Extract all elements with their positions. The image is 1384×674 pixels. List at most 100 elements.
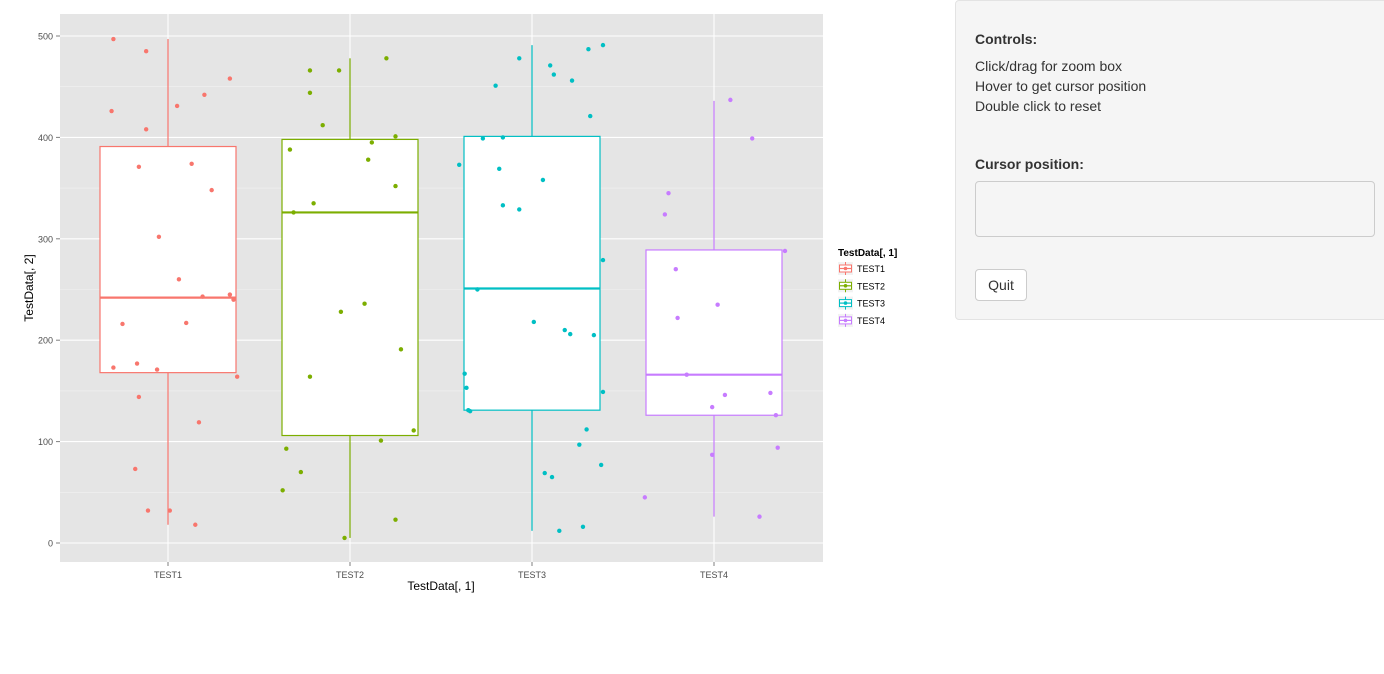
data-point bbox=[143, 49, 149, 54]
y-tick-label: 100 bbox=[38, 437, 53, 447]
data-point bbox=[600, 42, 606, 48]
data-point bbox=[193, 522, 198, 527]
data-point bbox=[378, 438, 384, 443]
legend-key-point bbox=[843, 284, 848, 288]
data-point bbox=[540, 177, 546, 183]
data-point bbox=[133, 466, 138, 472]
data-point bbox=[464, 385, 469, 391]
data-point bbox=[457, 162, 462, 167]
data-point bbox=[588, 113, 593, 119]
data-point bbox=[234, 374, 240, 379]
controls-reset-hint: Double click to reset bbox=[975, 98, 1102, 114]
legend-item-test1: TEST1 bbox=[838, 262, 885, 275]
x-tick-label: TEST1 bbox=[154, 570, 182, 580]
data-point bbox=[393, 183, 398, 189]
data-point bbox=[398, 347, 404, 352]
data-point bbox=[773, 413, 779, 418]
data-point bbox=[120, 321, 125, 327]
data-point bbox=[562, 327, 567, 333]
data-point bbox=[580, 524, 586, 529]
data-point bbox=[143, 127, 149, 132]
data-point bbox=[768, 390, 773, 396]
data-point bbox=[775, 445, 780, 450]
controls-hover-hint: Hover to get cursor position bbox=[975, 78, 1147, 94]
legend-item-test4: TEST4 bbox=[838, 313, 885, 327]
data-point bbox=[393, 517, 398, 522]
data-point bbox=[493, 83, 498, 88]
data-point bbox=[497, 166, 502, 172]
data-point bbox=[311, 201, 316, 206]
data-point bbox=[548, 63, 553, 68]
quit-button[interactable]: Quit bbox=[975, 269, 1027, 301]
data-point bbox=[662, 212, 668, 217]
x-tick-label: TEST3 bbox=[518, 570, 546, 580]
legend-label: TEST2 bbox=[857, 281, 885, 291]
legend-item-test3: TEST3 bbox=[838, 296, 885, 310]
legend-key-point bbox=[843, 301, 848, 305]
data-point bbox=[200, 294, 205, 299]
data-point bbox=[517, 207, 522, 212]
data-point bbox=[209, 187, 214, 193]
data-point bbox=[675, 315, 680, 321]
data-point bbox=[673, 267, 678, 272]
y-tick-label: 200 bbox=[38, 336, 53, 346]
data-point bbox=[291, 210, 296, 215]
data-point bbox=[202, 92, 207, 98]
data-point bbox=[156, 234, 162, 239]
data-point bbox=[167, 508, 173, 513]
data-point bbox=[196, 420, 202, 425]
data-point bbox=[557, 528, 562, 534]
data-point bbox=[467, 408, 473, 414]
data-point bbox=[586, 46, 591, 52]
y-tick-label: 300 bbox=[38, 234, 53, 244]
data-point bbox=[109, 108, 114, 114]
data-point bbox=[320, 123, 325, 128]
data-point bbox=[336, 68, 342, 73]
y-tick-label: 0 bbox=[48, 539, 53, 549]
data-point bbox=[145, 508, 151, 513]
data-point bbox=[542, 470, 547, 476]
data-point bbox=[136, 394, 142, 400]
data-point bbox=[569, 78, 575, 83]
box-test3 bbox=[463, 45, 601, 531]
data-point bbox=[174, 103, 180, 109]
data-point bbox=[184, 320, 189, 326]
cursor-position-output bbox=[975, 181, 1375, 237]
data-point bbox=[393, 134, 398, 139]
box-test2 bbox=[281, 58, 419, 538]
data-point bbox=[284, 446, 289, 451]
data-point bbox=[189, 161, 194, 166]
data-point bbox=[176, 277, 182, 282]
data-point bbox=[462, 371, 467, 376]
data-point bbox=[342, 535, 347, 541]
x-axis-label: TestData[, 1] bbox=[407, 579, 474, 593]
data-point bbox=[227, 76, 233, 81]
data-point bbox=[551, 72, 557, 77]
data-point bbox=[584, 427, 589, 432]
data-point bbox=[280, 488, 285, 493]
box-test4 bbox=[645, 100, 783, 517]
data-point bbox=[362, 301, 367, 306]
data-point bbox=[307, 374, 313, 379]
data-point bbox=[480, 136, 486, 141]
data-point bbox=[782, 248, 788, 254]
data-point bbox=[531, 319, 537, 325]
x-tick-label: TEST2 bbox=[336, 570, 364, 580]
boxplot-chart[interactable]: 0 100 200 300 400 500 TEST1 TEST2 TEST3 TEST4 Te… bbox=[0, 0, 940, 674]
data-point bbox=[338, 309, 344, 315]
data-point bbox=[642, 495, 648, 500]
data-point bbox=[709, 404, 715, 410]
data-point bbox=[111, 365, 116, 370]
data-point bbox=[722, 392, 728, 398]
cursor-position-title: Cursor position: bbox=[975, 156, 1084, 172]
data-point bbox=[591, 332, 597, 338]
data-point bbox=[709, 452, 715, 457]
y-axis-label: TestData[, 2] bbox=[22, 254, 36, 321]
data-point bbox=[598, 462, 604, 468]
data-point bbox=[231, 297, 236, 302]
data-point bbox=[136, 164, 142, 170]
x-tick-label: TEST4 bbox=[700, 570, 728, 580]
controls-zoom-hint: Click/drag for zoom box bbox=[975, 58, 1123, 74]
data-point bbox=[384, 56, 389, 61]
data-point bbox=[287, 147, 293, 152]
